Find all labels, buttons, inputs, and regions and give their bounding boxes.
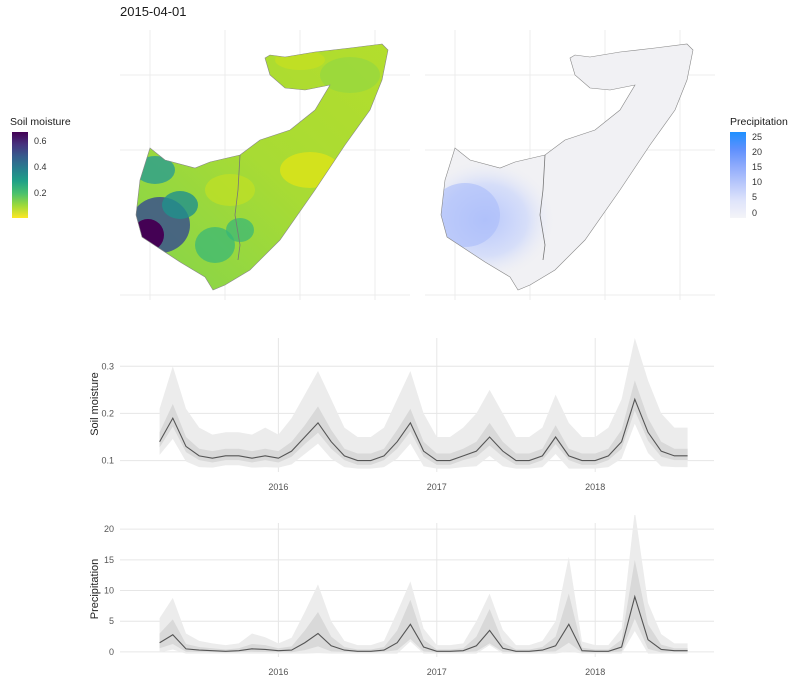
soil-map-border <box>135 43 389 291</box>
soil-tick: 0.4 <box>34 162 47 172</box>
frame-title: 2015-04-01 <box>120 4 187 19</box>
y-tick-label: 0 <box>109 647 114 657</box>
precip-colorbar <box>730 132 746 218</box>
precipitation-map <box>425 30 715 300</box>
precip-tick: 20 <box>752 147 763 157</box>
soil-map-inner-border <box>234 154 241 261</box>
y-tick-label: 0.1 <box>101 456 114 466</box>
soil-colorbar <box>12 132 28 218</box>
soil-moisture-timeseries: 0.1 0.2 0.3 2016 2017 2018 Soil moisture <box>89 338 714 492</box>
precip-tick: 0 <box>752 208 758 218</box>
soil-tick: 0.6 <box>34 136 47 146</box>
precip-legend-title: Precipitation <box>730 116 788 128</box>
y-axis-label: Soil moisture <box>89 372 101 436</box>
inner-range-band <box>159 559 688 653</box>
soil-tick: 0.2 <box>34 188 47 198</box>
x-tick-label: 2018 <box>585 667 605 677</box>
precip-tick: 15 <box>752 162 763 172</box>
soil-legend-title: Soil moisture <box>10 116 71 128</box>
x-tick-label: 2016 <box>268 667 288 677</box>
x-tick-label: 2016 <box>268 482 288 492</box>
outer-range-band <box>159 515 688 654</box>
precip-legend: Precipitation 25 20 15 10 5 0 <box>730 116 798 226</box>
precip-tick: 25 <box>752 132 763 142</box>
x-tick-label: 2017 <box>427 482 447 492</box>
y-tick-label: 20 <box>104 524 114 534</box>
series-line <box>159 397 688 462</box>
soil-map-fill <box>136 44 388 290</box>
inner-range-band <box>159 380 688 465</box>
y-tick-label: 0.2 <box>101 408 114 418</box>
precip-tick: 5 <box>752 192 758 202</box>
precip-map-fill <box>441 44 693 290</box>
x-tick-label: 2017 <box>427 667 447 677</box>
precip-tick: 10 <box>752 177 763 187</box>
precip-map-border <box>440 43 694 291</box>
y-tick-label: 5 <box>109 616 114 626</box>
soil-moisture-map <box>120 30 410 300</box>
x-tick-label: 2018 <box>585 482 605 492</box>
y-tick-label: 15 <box>104 555 114 565</box>
precipitation-timeseries: 0 5 10 15 20 2016 2017 2018 Precipitation <box>89 515 714 677</box>
precip-map-inner-border <box>539 154 546 261</box>
y-tick-label: 0.3 <box>101 361 114 371</box>
soil-legend: Soil moisture 0.6 0.4 0.2 <box>10 116 90 226</box>
y-tick-label: 10 <box>104 586 114 596</box>
y-axis-label: Precipitation <box>89 559 101 620</box>
series-line <box>159 594 688 652</box>
